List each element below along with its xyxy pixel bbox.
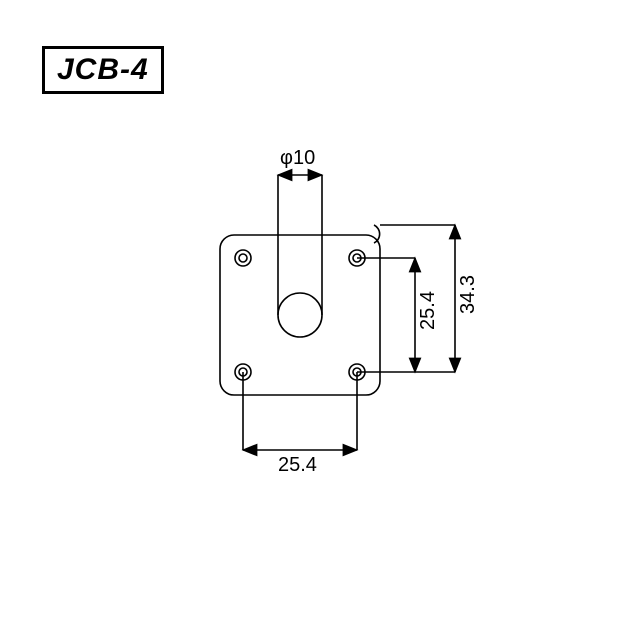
right-inner-label: 25.4: [417, 291, 440, 330]
drawing-canvas: JCB-4 φ10 25.4 25.4 34.3: [0, 0, 632, 635]
technical-drawing: [0, 0, 632, 635]
right-outer-label: 34.3: [457, 275, 480, 314]
diameter-label: φ10: [280, 147, 315, 170]
bottom-span-label: 25.4: [278, 454, 317, 477]
